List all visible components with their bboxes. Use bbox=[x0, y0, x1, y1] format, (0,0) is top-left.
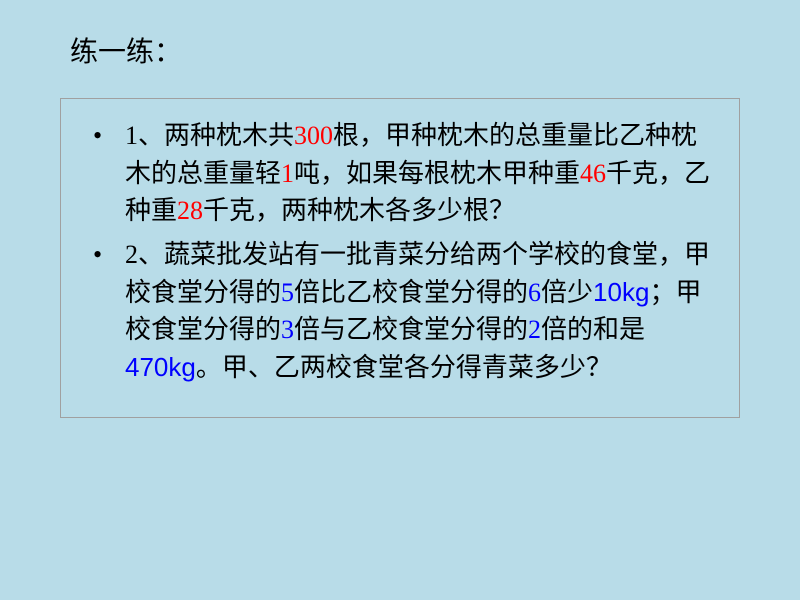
text-run: 千克，两种枕木各多少根？ bbox=[203, 196, 515, 225]
text-run: 1、两种枕木共 bbox=[125, 121, 294, 150]
text-run: 倍比乙校食堂分得的 bbox=[294, 278, 528, 307]
text-run: 吨，如果每根枕木甲种重 bbox=[294, 159, 580, 188]
problem-1-text: 1、两种枕木共300根，甲种枕木的总重量比乙种枕木的总重量轻1吨，如果每根枕木甲… bbox=[125, 121, 710, 225]
text-run: 1 bbox=[281, 159, 294, 188]
text-run: 倍少 bbox=[541, 278, 593, 307]
bullet-icon: • bbox=[93, 117, 102, 155]
text-run: 倍的和是 bbox=[541, 315, 645, 344]
text-run: 6 bbox=[528, 278, 541, 307]
text-run: 28 bbox=[177, 196, 203, 225]
text-run: 倍与乙校食堂分得的 bbox=[294, 315, 528, 344]
page-title: 练一练： bbox=[70, 30, 740, 70]
text-run: 。甲、乙两校食堂各分得青菜多少？ bbox=[196, 353, 612, 382]
text-run: 46 bbox=[580, 159, 606, 188]
text-run: 2 bbox=[528, 315, 541, 344]
text-run: 10kg bbox=[593, 277, 649, 307]
content-box: • 1、两种枕木共300根，甲种枕木的总重量比乙种枕木的总重量轻1吨，如果每根枕… bbox=[60, 98, 740, 418]
problem-2: • 2、蔬菜批发站有一批青菜分给两个学校的食堂，甲校食堂分得的5倍比乙校食堂分得… bbox=[85, 236, 715, 387]
problem-2-text: 2、蔬菜批发站有一批青菜分给两个学校的食堂，甲校食堂分得的5倍比乙校食堂分得的6… bbox=[125, 240, 710, 382]
problem-1: • 1、两种枕木共300根，甲种枕木的总重量比乙种枕木的总重量轻1吨，如果每根枕… bbox=[85, 117, 715, 230]
text-run: 3 bbox=[281, 315, 294, 344]
text-run: 470kg bbox=[125, 352, 196, 382]
text-run: 5 bbox=[281, 278, 294, 307]
bullet-icon: • bbox=[93, 236, 102, 274]
text-run: 300 bbox=[294, 121, 333, 150]
